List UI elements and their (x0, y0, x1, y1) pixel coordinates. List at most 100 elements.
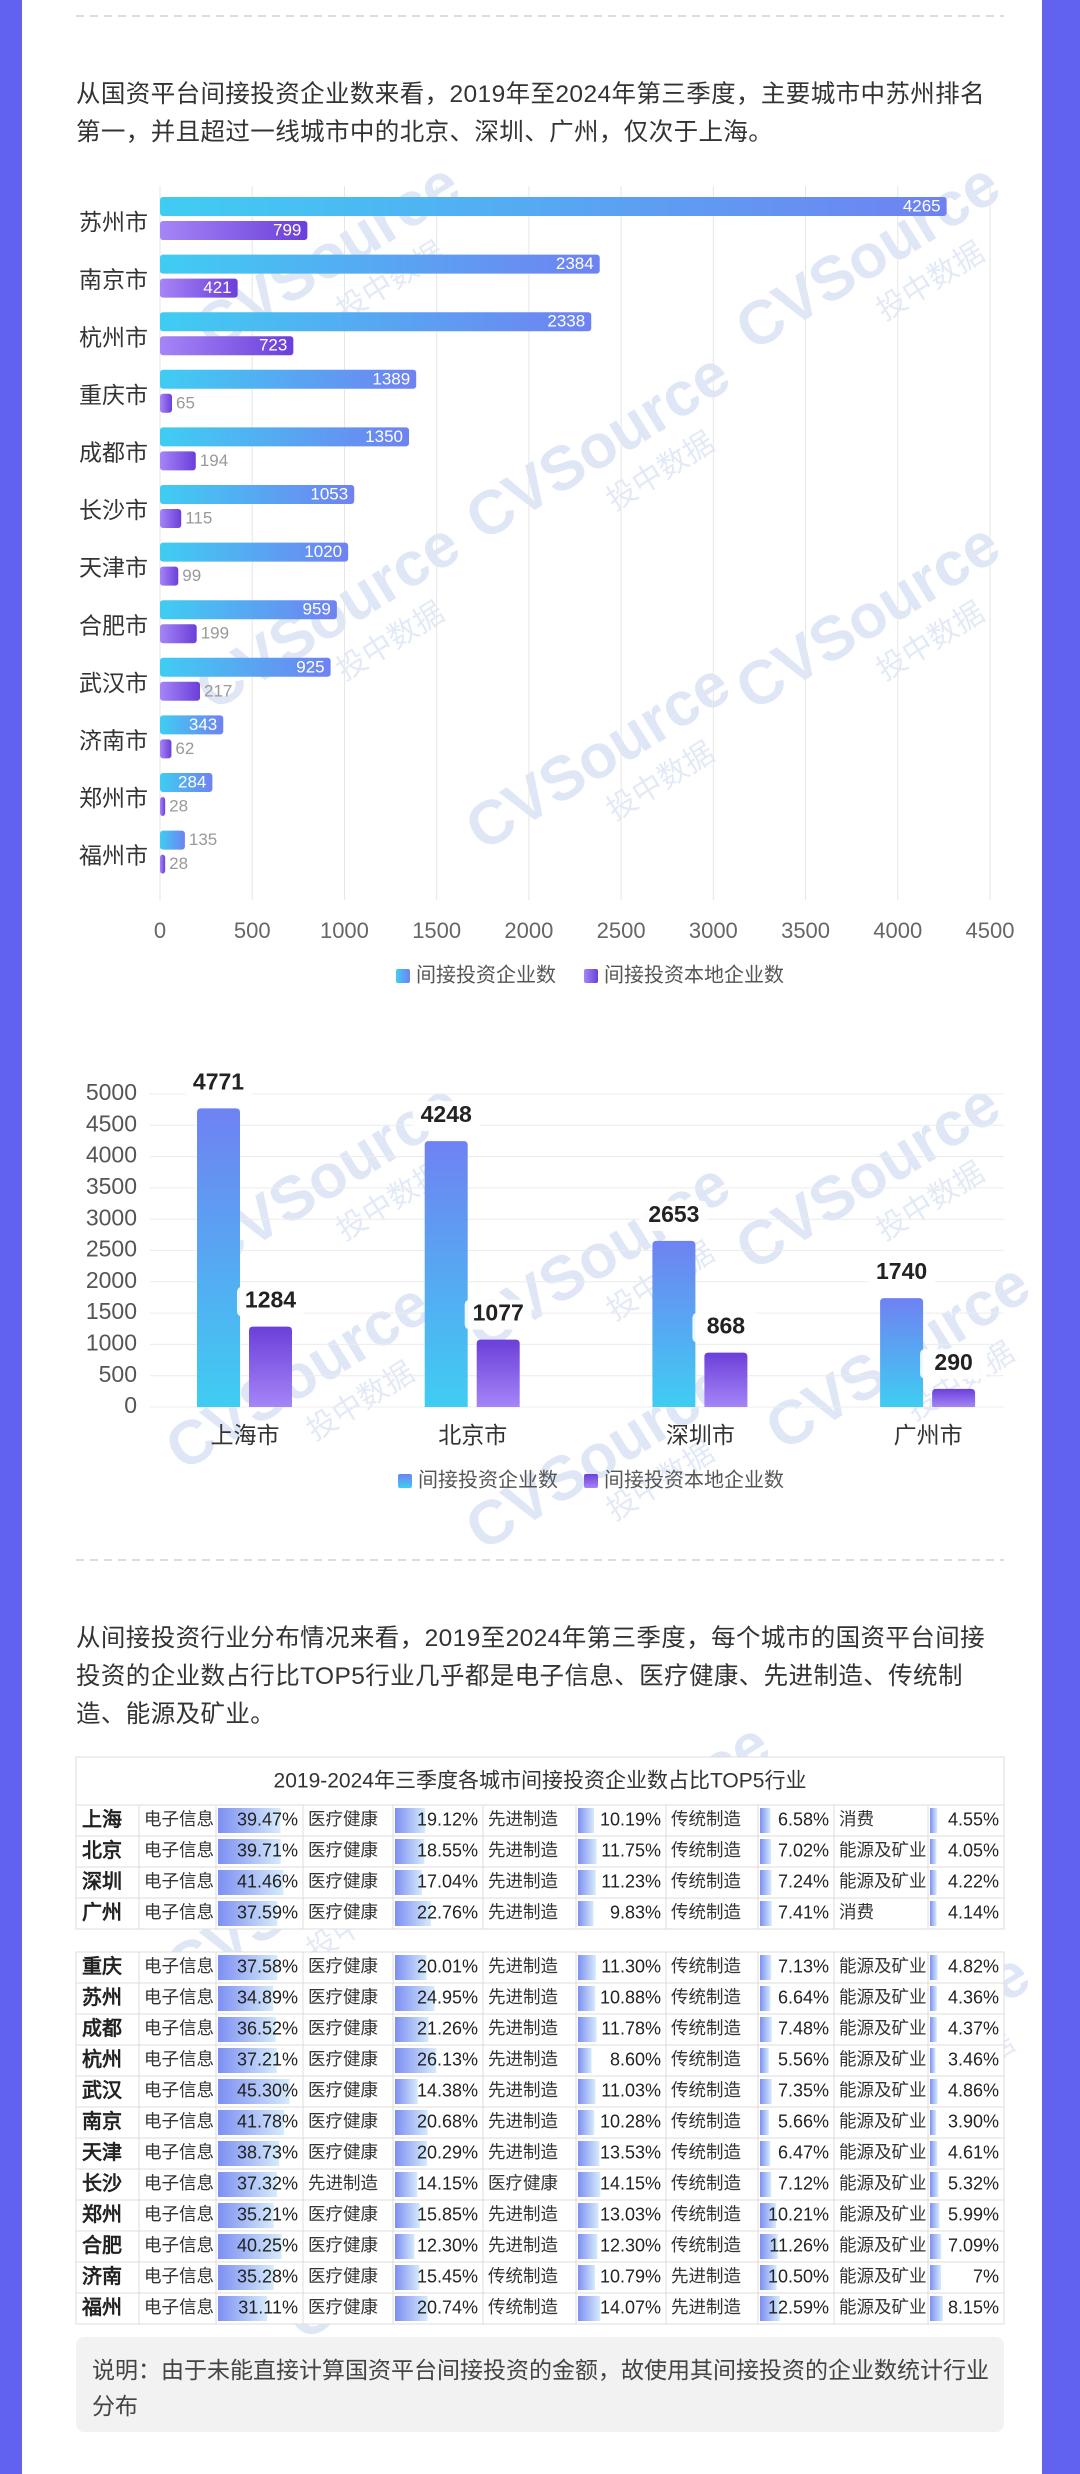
industry: 能源及矿业 (839, 1956, 927, 1976)
bar (160, 197, 947, 216)
value-label-box (464, 1299, 532, 1330)
industry: 医疗健康 (308, 1809, 378, 1829)
share-label: 4.05% (948, 1840, 999, 1860)
y-tick-label: 天津市 (79, 555, 148, 581)
bar (160, 542, 349, 562)
industry: 医疗健康 (308, 2235, 378, 2255)
share-bar (930, 2172, 939, 2197)
value-label: 284 (178, 772, 206, 791)
city: 北京 (82, 1838, 122, 1862)
industry: 传统制造 (671, 2235, 741, 2255)
share-label: 5.66% (778, 2111, 829, 2131)
share-bar (578, 2048, 592, 2073)
share-bar (930, 2265, 942, 2290)
industry: 能源及矿业 (839, 1840, 927, 1860)
industry: 能源及矿业 (839, 1987, 927, 2007)
bar (476, 1339, 520, 1407)
y-tick-label: 郑州市 (79, 785, 148, 811)
industry: 电子信息 (144, 2266, 214, 2286)
industry: 医疗健康 (308, 2080, 378, 2100)
share-bar (395, 1808, 426, 1833)
industry: 能源及矿业 (839, 2297, 927, 2317)
share-label: 4.55% (948, 1809, 999, 1829)
industry: 传统制造 (671, 2204, 741, 2224)
industry: 电子信息 (144, 1809, 214, 1829)
industry: 先进制造 (671, 2266, 741, 2286)
share-label: 12.30% (417, 2235, 478, 2255)
y-tick-label: 2500 (86, 1236, 137, 1262)
share-label: 4.22% (948, 1871, 999, 1891)
bar (160, 600, 337, 620)
share-bar (395, 2203, 421, 2228)
industry: 医疗健康 (308, 2297, 378, 2317)
share-label: 36.52% (237, 2018, 298, 2038)
y-tick-label: 重庆市 (79, 382, 148, 408)
note: 说明：由于未能直接计算国资平台间接投资的金额，故使用其间接投资的企业数统计行业分… (92, 2357, 989, 2419)
share-bar (218, 2017, 276, 2042)
city: 郑州 (82, 2203, 122, 2226)
industry: 传统制造 (671, 2173, 741, 2193)
share-bar (218, 1901, 278, 1926)
share-label: 4.61% (948, 2142, 999, 2162)
industry: 电子信息 (144, 2049, 214, 2069)
value-label-box (868, 1258, 936, 1289)
share-bar (578, 2110, 595, 2135)
table-title-cell (75, 1756, 1005, 1806)
value-label: 194 (200, 451, 228, 470)
city: 成都 (82, 2016, 122, 2040)
value-label: 65 (176, 393, 195, 412)
share-label: 8.60% (610, 2049, 661, 2069)
bar (160, 336, 294, 356)
y-tick-label: 4500 (86, 1110, 137, 1136)
share-label: 20.68% (417, 2111, 478, 2131)
share-bar (930, 1901, 937, 1926)
share-label: 17.04% (417, 1871, 478, 1891)
share-label: 5.32% (948, 2173, 999, 2193)
share-label: 7.48% (778, 2018, 829, 2038)
share-label: 11.75% (601, 1840, 661, 1860)
share-bar (578, 1986, 596, 2011)
share-label: 18.55% (417, 1840, 478, 1860)
share-label: 10.28% (600, 2111, 661, 2131)
share-label: 10.50% (768, 2266, 829, 2286)
bar (160, 221, 308, 240)
industry: 医疗健康 (308, 1840, 378, 1860)
share-bar (578, 2265, 596, 2290)
industry: 先进制造 (488, 2204, 558, 2224)
value-label: 421 (203, 278, 231, 297)
share-bar (395, 2048, 437, 2073)
industry: 医疗健康 (308, 2111, 378, 2131)
x-tick-label: 广州市 (894, 1422, 963, 1448)
share-bar (760, 2203, 777, 2228)
share-label: 41.46% (237, 1871, 298, 1891)
industry: 能源及矿业 (839, 2049, 927, 2069)
share-label: 6.58% (778, 1809, 829, 1829)
share-bar (930, 2110, 937, 2135)
value-label: 723 (259, 336, 287, 355)
y-tick-label: 4000 (86, 1142, 137, 1168)
share-label: 11.23% (601, 1871, 661, 1891)
x-tick-label: 上海市 (211, 1422, 280, 1448)
share-bar (760, 2110, 769, 2135)
bar (160, 830, 185, 850)
industry: 传统制造 (488, 2266, 558, 2286)
city: 长沙 (82, 2172, 122, 2195)
share-label: 4.86% (948, 2080, 999, 2100)
share-label: 10.21% (768, 2204, 829, 2224)
industry: 能源及矿业 (839, 2018, 927, 2038)
share-label: 4.82% (948, 1956, 999, 1976)
share-label: 22.76% (417, 1902, 478, 1922)
share-bar (930, 2048, 936, 2073)
share-bar (930, 2141, 938, 2166)
y-tick-label: 长沙市 (79, 497, 148, 523)
y-tick-label: 杭州市 (79, 324, 148, 350)
share-bar (218, 2079, 290, 2104)
share-bar (760, 2172, 772, 2197)
city: 杭州 (82, 2047, 122, 2071)
value-label: 2653 (648, 1201, 699, 1227)
y-tick-label: 南京市 (79, 267, 148, 293)
legend-label: 间接投资企业数 (416, 963, 556, 986)
industry: 消费 (839, 1809, 874, 1829)
legend-label: 间接投资企业数 (418, 1468, 558, 1491)
share-label: 14.15% (600, 2173, 661, 2193)
